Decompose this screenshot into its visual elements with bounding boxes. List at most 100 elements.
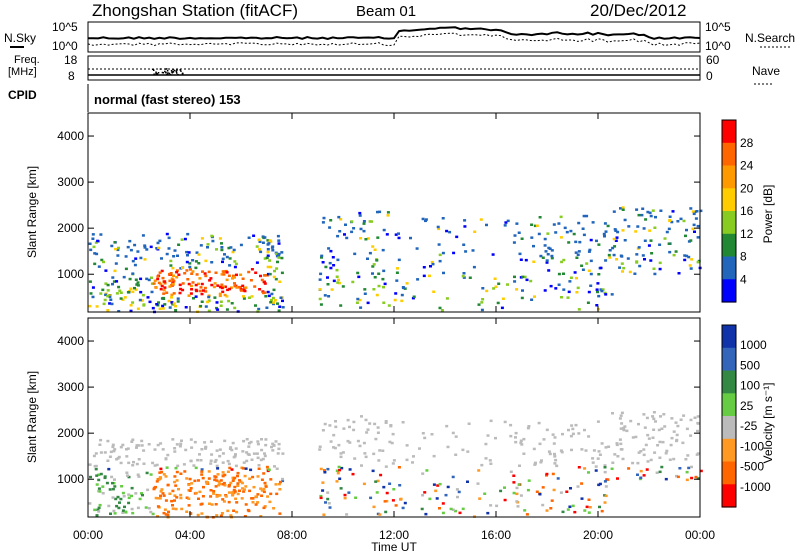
data-cell (611, 246, 615, 250)
data-cell (647, 244, 651, 247)
data-cell (587, 498, 591, 501)
data-cell (685, 228, 688, 232)
data-cell (227, 274, 231, 277)
data-cell (147, 278, 151, 282)
data-cell (191, 281, 195, 284)
data-cell (596, 457, 600, 460)
data-cell (485, 223, 488, 227)
colorbar-tick-label: 4 (740, 272, 747, 286)
data-cell (604, 293, 608, 296)
data-cell (160, 470, 164, 474)
data-cell (613, 228, 617, 231)
data-cell (111, 496, 115, 499)
data-cell (163, 286, 167, 289)
data-cell (267, 468, 271, 471)
data-cell (207, 470, 211, 473)
data-cell (649, 239, 653, 242)
data-cell (476, 482, 480, 485)
data-cell (178, 445, 182, 448)
data-cell (134, 257, 138, 260)
data-cell (269, 265, 273, 269)
data-cell (189, 268, 192, 271)
data-cell (693, 210, 697, 214)
data-cell (127, 493, 131, 496)
data-cell (266, 248, 270, 251)
data-cell (562, 272, 565, 275)
data-cell (538, 493, 542, 496)
data-cell (129, 287, 133, 290)
data-cell (172, 274, 175, 277)
data-cell (659, 415, 662, 418)
data-cell (458, 511, 462, 515)
data-cell (127, 496, 131, 500)
data-cell (263, 481, 267, 485)
data-cell (604, 259, 608, 262)
data-cell (653, 226, 657, 229)
data-cell (201, 270, 204, 273)
data-cell (329, 219, 333, 222)
data-cell (543, 244, 547, 247)
data-cell (503, 224, 507, 227)
data-cell (669, 443, 673, 447)
data-cell (187, 483, 191, 487)
data-cell (488, 459, 492, 462)
data-cell (221, 474, 225, 478)
data-cell (346, 418, 350, 422)
data-cell (504, 221, 508, 224)
data-cell (162, 288, 166, 292)
data-cell (358, 444, 362, 448)
data-cell (327, 295, 331, 298)
data-cell (568, 505, 572, 508)
data-cell (158, 239, 162, 243)
colorbar-tick-label: -100 (740, 439, 764, 453)
data-cell (240, 497, 244, 500)
data-cell (368, 251, 372, 255)
data-cell (339, 218, 343, 221)
data-cell (411, 461, 414, 464)
data-cell (99, 233, 103, 236)
colorbar-segment (722, 120, 736, 144)
data-cell (362, 220, 366, 223)
data-cell (621, 229, 625, 232)
data-cell (204, 274, 208, 278)
data-cell (233, 282, 236, 285)
data-cell (599, 288, 603, 291)
data-cell (269, 240, 273, 243)
data-cell (343, 496, 347, 500)
data-cell (241, 284, 245, 288)
data-cell (105, 481, 109, 485)
data-cell (565, 490, 569, 493)
data-cell (374, 437, 378, 441)
data-cell (189, 512, 193, 515)
data-cell (424, 512, 428, 516)
data-cell (532, 447, 536, 451)
data-cell (371, 272, 374, 275)
data-cell (221, 498, 225, 501)
data-cell (170, 283, 174, 287)
data-cell (338, 281, 341, 285)
data-cell (532, 244, 535, 248)
data-cell (173, 450, 177, 453)
data-cell (671, 210, 675, 213)
data-cell (377, 459, 381, 462)
freq-dot (153, 69, 155, 71)
data-cell (226, 509, 230, 513)
data-cell (199, 503, 203, 506)
data-cell (131, 272, 135, 275)
data-cell (103, 298, 107, 302)
data-cell (319, 272, 323, 276)
data-cell (223, 293, 227, 297)
data-cell (689, 207, 693, 210)
data-cell (218, 237, 222, 240)
data-cell (608, 249, 612, 252)
data-cell (435, 497, 439, 500)
station-title: Zhongshan Station (fitACF) (92, 1, 298, 20)
data-cell (277, 252, 281, 256)
data-cell (242, 490, 246, 493)
data-cell (569, 487, 572, 490)
data-cell (454, 509, 457, 513)
data-cell (96, 508, 100, 511)
freq-dot (170, 69, 173, 72)
data-cell (438, 306, 442, 310)
data-cell (213, 478, 217, 482)
